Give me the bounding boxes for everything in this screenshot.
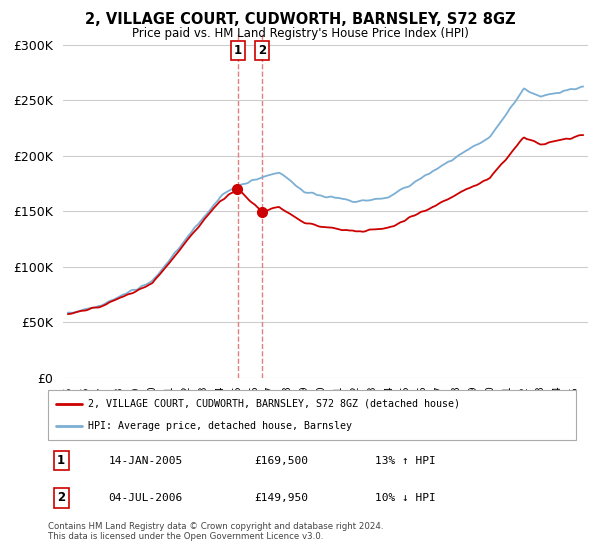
- Text: £169,500: £169,500: [254, 456, 308, 466]
- Text: 14-JAN-2005: 14-JAN-2005: [109, 456, 183, 466]
- Text: 13% ↑ HPI: 13% ↑ HPI: [376, 456, 436, 466]
- Text: Price paid vs. HM Land Registry's House Price Index (HPI): Price paid vs. HM Land Registry's House …: [131, 27, 469, 40]
- Text: 2: 2: [57, 492, 65, 505]
- Text: Contains HM Land Registry data © Crown copyright and database right 2024.
This d: Contains HM Land Registry data © Crown c…: [48, 522, 383, 542]
- Text: 2, VILLAGE COURT, CUDWORTH, BARNSLEY, S72 8GZ: 2, VILLAGE COURT, CUDWORTH, BARNSLEY, S7…: [85, 12, 515, 27]
- Text: 10% ↓ HPI: 10% ↓ HPI: [376, 493, 436, 503]
- Text: 2: 2: [258, 44, 266, 57]
- Text: HPI: Average price, detached house, Barnsley: HPI: Average price, detached house, Barn…: [88, 421, 352, 431]
- Text: 1: 1: [233, 44, 242, 57]
- Text: 04-JUL-2006: 04-JUL-2006: [109, 493, 183, 503]
- Text: 1: 1: [57, 454, 65, 467]
- Text: £149,950: £149,950: [254, 493, 308, 503]
- Text: 2, VILLAGE COURT, CUDWORTH, BARNSLEY, S72 8GZ (detached house): 2, VILLAGE COURT, CUDWORTH, BARNSLEY, S7…: [88, 399, 460, 409]
